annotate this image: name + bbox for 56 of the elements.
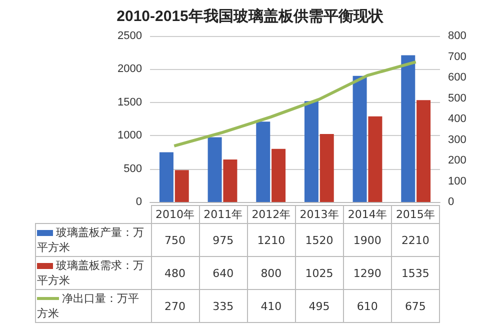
x-tick-label: 2013年 xyxy=(295,206,344,224)
data-label: 1210 xyxy=(247,224,296,256)
bar xyxy=(304,101,318,202)
y2-tick-label: 400 xyxy=(448,113,466,125)
x-tick-label: 2012年 xyxy=(247,206,296,224)
x-tick-label: 2010年 xyxy=(151,206,200,224)
legend-label: 玻璃盖板产量：万平方米 xyxy=(36,224,151,256)
x-tick-label: 2014年 xyxy=(343,206,392,224)
bar xyxy=(208,137,222,202)
legend-label: 玻璃盖板需求：万平方米 xyxy=(36,256,151,290)
data-label: 975 xyxy=(199,224,248,256)
data-label: 675 xyxy=(391,290,440,322)
data-label: 1290 xyxy=(343,256,392,290)
y2-tick-label: 500 xyxy=(448,92,466,104)
y2-tick-label: 0 xyxy=(448,196,454,208)
bar xyxy=(352,76,367,202)
data-label: 1535 xyxy=(391,256,440,290)
data-label: 270 xyxy=(151,290,200,322)
y2-tick-label: 700 xyxy=(448,50,466,63)
data-label: 800 xyxy=(247,256,296,290)
bar xyxy=(256,122,270,202)
y2-tick-label: 600 xyxy=(448,72,466,84)
data-label: 1900 xyxy=(343,224,392,256)
data-label: 2210 xyxy=(391,224,440,256)
line-series xyxy=(172,60,418,148)
y-tick-label: 2000 xyxy=(118,63,142,76)
y2-tick-label: 300 xyxy=(448,134,466,146)
data-label: 495 xyxy=(295,290,344,322)
bar xyxy=(320,134,334,202)
data-label: 750 xyxy=(151,224,200,256)
data-label: 640 xyxy=(199,256,248,290)
y-tick-label: 500 xyxy=(124,162,142,175)
bar xyxy=(223,160,238,202)
legend-label: 净出口量：万平方米 xyxy=(36,290,151,322)
bar xyxy=(272,148,286,202)
bar xyxy=(174,170,189,202)
y2-tick-label: 800 xyxy=(448,30,466,42)
y2-tick-label: 100 xyxy=(448,175,466,188)
data-label: 1025 xyxy=(295,256,344,290)
y-tick-label: 1500 xyxy=(118,96,142,108)
bar xyxy=(368,116,382,202)
y-tick-label: 0 xyxy=(136,196,142,208)
x-tick-label: 2015年 xyxy=(391,206,440,224)
bar xyxy=(416,100,431,202)
data-label: 610 xyxy=(343,290,392,322)
chart-title: 2010-2015年我国玻璃盖板供需平衡现状 xyxy=(116,7,384,25)
data-label: 1520 xyxy=(295,224,344,256)
data-label: 335 xyxy=(199,290,248,322)
y-tick-label: 2500 xyxy=(118,30,142,42)
y-tick-label: 1000 xyxy=(118,130,142,142)
y2-tick-label: 200 xyxy=(448,154,466,166)
data-label: 410 xyxy=(247,290,296,322)
data-label: 480 xyxy=(151,256,200,290)
x-tick-label: 2011年 xyxy=(199,206,248,224)
bar xyxy=(159,152,174,202)
bar xyxy=(401,55,416,202)
